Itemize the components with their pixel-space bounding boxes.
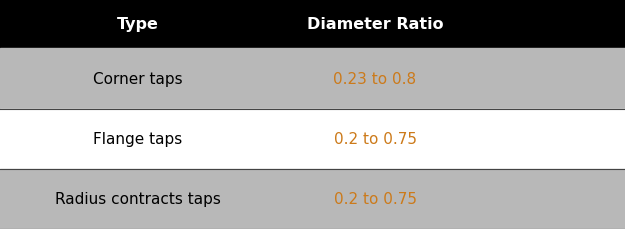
Text: 0.2 to 0.75: 0.2 to 0.75 <box>334 192 416 207</box>
Bar <box>0 109 625 169</box>
Text: Flange taps: Flange taps <box>93 132 182 147</box>
Text: Radius contracts taps: Radius contracts taps <box>54 192 221 207</box>
Text: Type: Type <box>116 17 159 32</box>
Bar <box>0 0 625 49</box>
Text: 0.23 to 0.8: 0.23 to 0.8 <box>334 72 416 87</box>
Text: 0.2 to 0.75: 0.2 to 0.75 <box>334 132 416 147</box>
Bar <box>0 169 625 229</box>
Bar <box>0 49 625 109</box>
Text: Diameter Ratio: Diameter Ratio <box>307 17 443 32</box>
Text: Corner taps: Corner taps <box>92 72 182 87</box>
